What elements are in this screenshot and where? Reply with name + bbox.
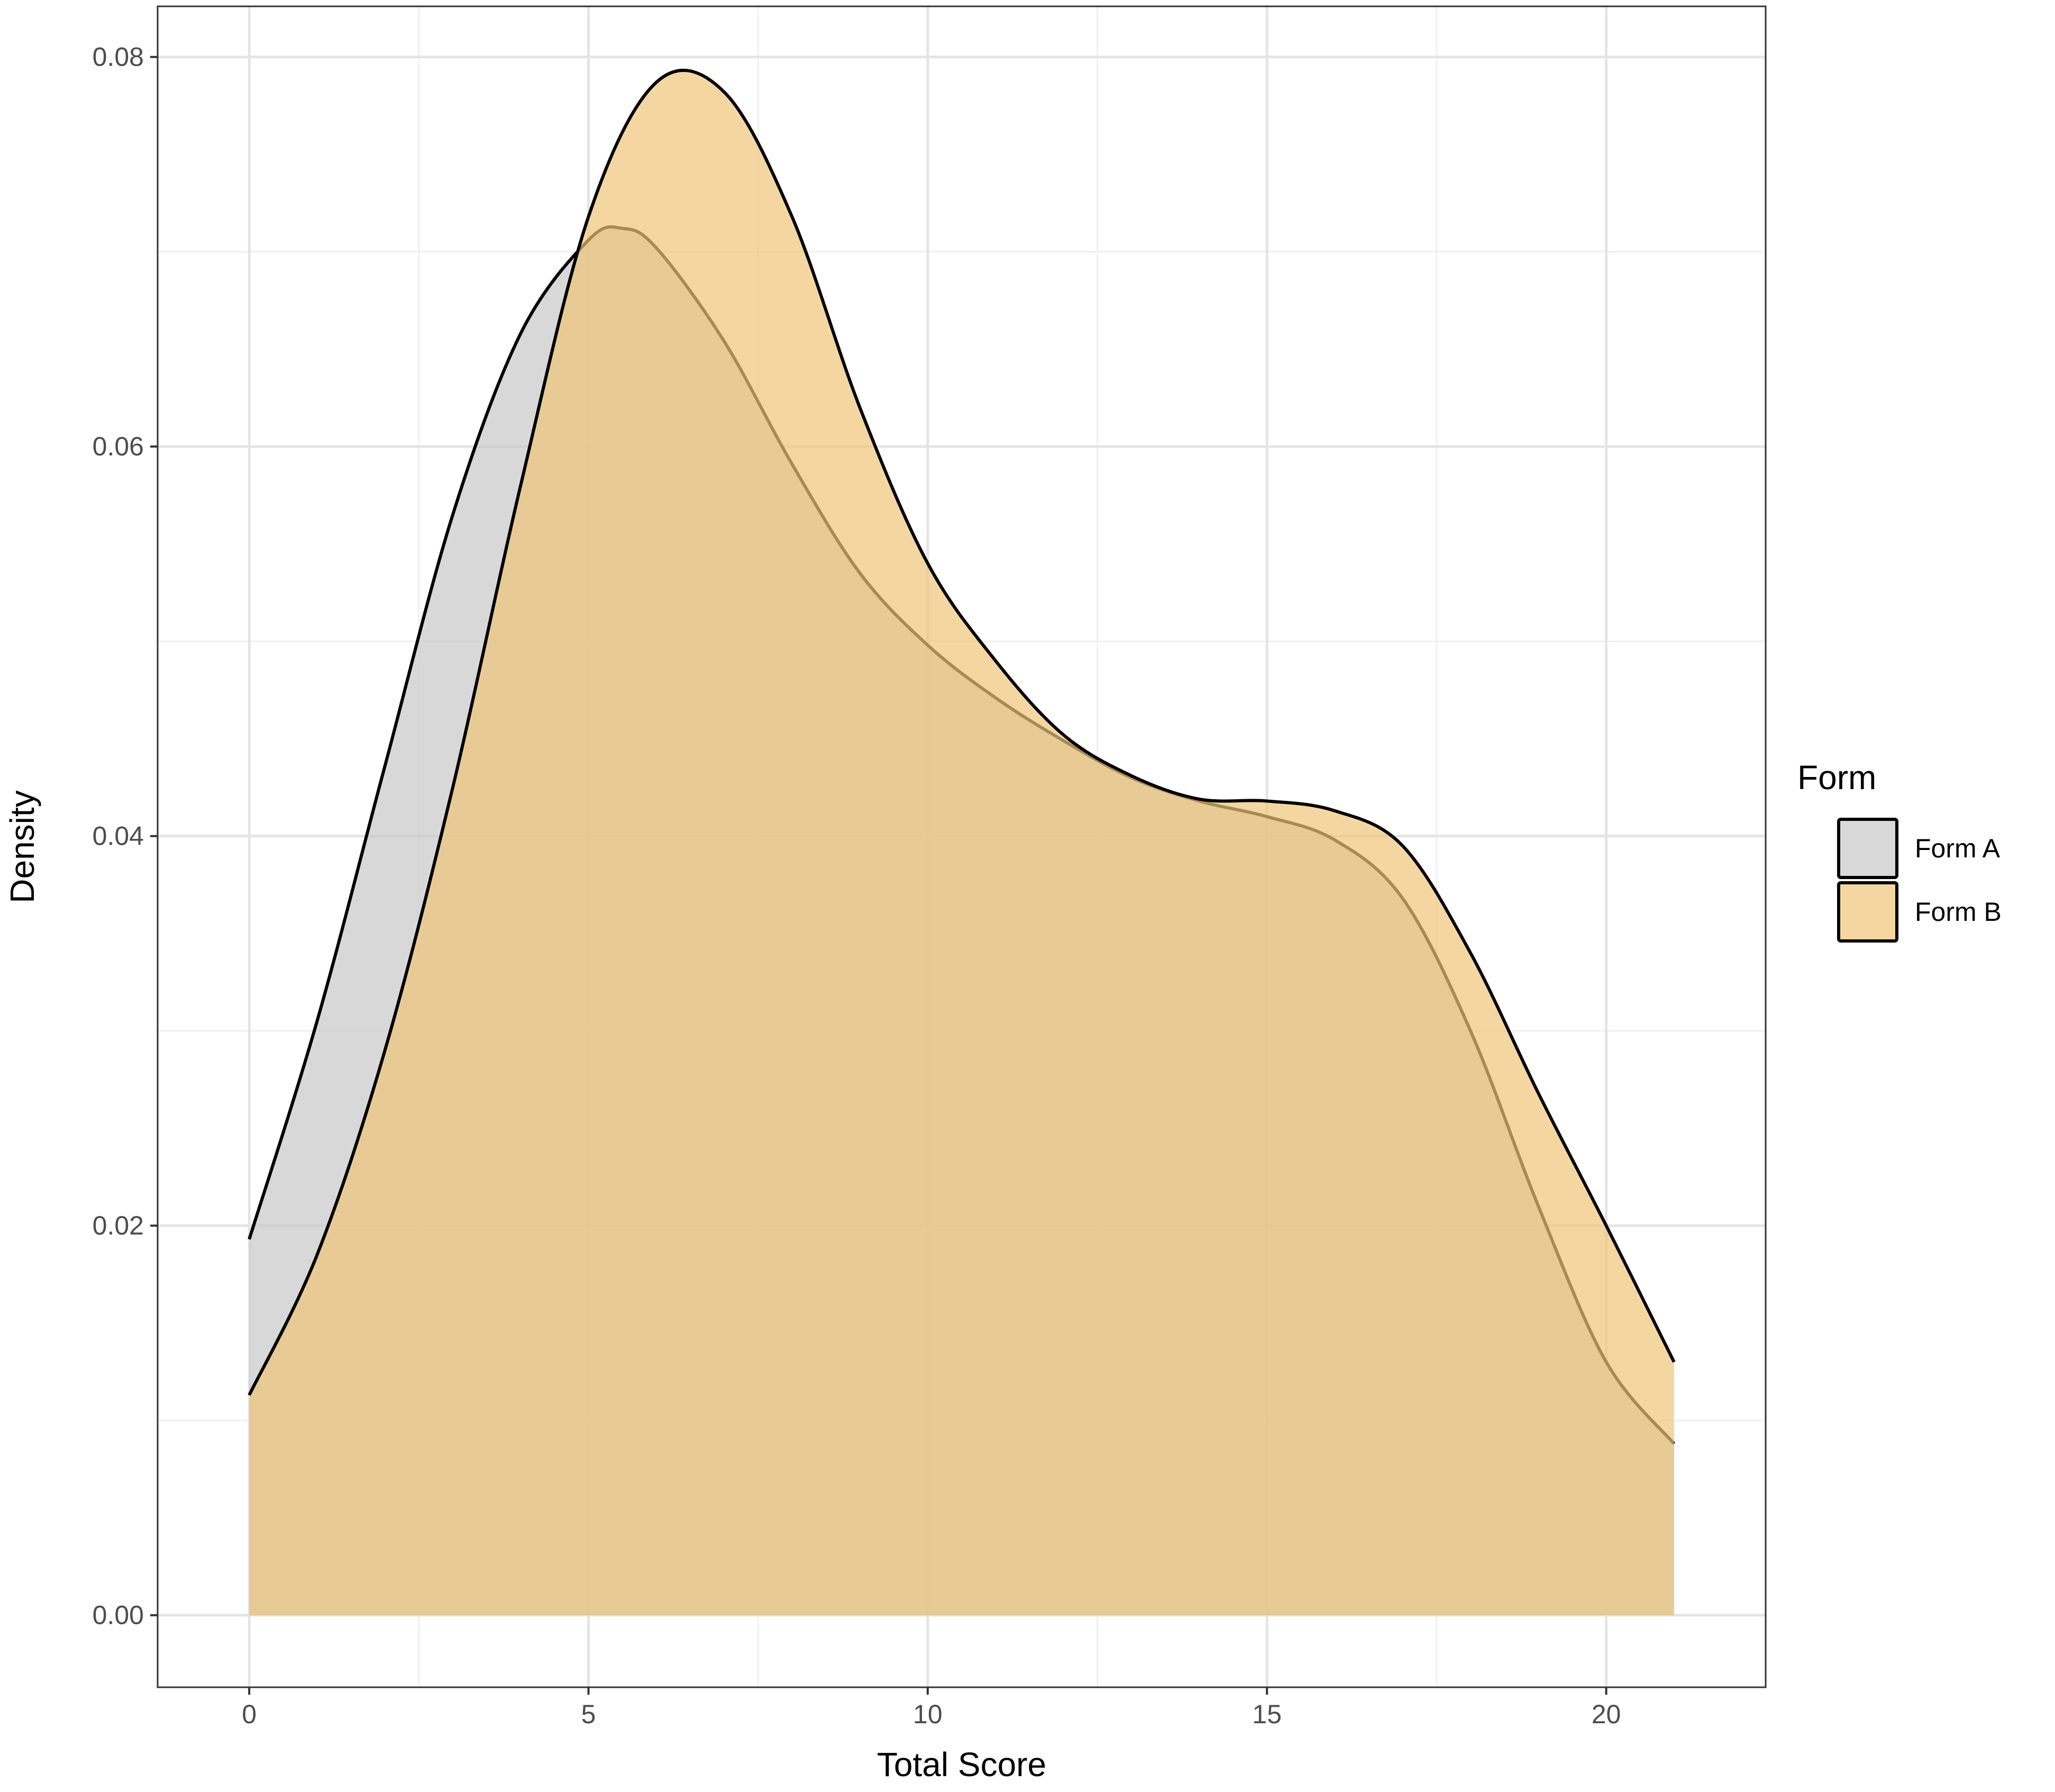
x-tick-label: 20	[1592, 1699, 1621, 1729]
x-tick-label: 5	[581, 1699, 596, 1729]
y-axis: 0.00 0.02 0.04 0.06 0.08	[93, 42, 158, 1630]
y-axis-title: Density	[3, 790, 41, 903]
x-axis: 0 5 10 15 20	[242, 1687, 1621, 1729]
y-tick-label: 0.06	[93, 432, 144, 461]
y-tick-label: 0.08	[93, 42, 144, 72]
y-tick-label: 0.00	[93, 1601, 144, 1630]
legend-key-form-a	[1837, 818, 1898, 879]
legend: Form Form A Form B	[1797, 758, 2002, 943]
legend-label-form-a: Form A	[1915, 834, 2001, 863]
y-tick-label: 0.04	[93, 821, 144, 851]
y-tick-label: 0.02	[93, 1211, 144, 1240]
density-area-form-b	[249, 70, 1674, 1615]
legend-label-form-b: Form B	[1915, 897, 2002, 927]
plot-panel-border	[157, 5, 1767, 1688]
legend-title: Form	[1797, 758, 1876, 797]
x-tick-label: 15	[1252, 1699, 1282, 1729]
density-areas	[248, 68, 1676, 1615]
x-tick-label: 10	[913, 1699, 943, 1729]
legend-key-form-b	[1837, 881, 1898, 943]
x-tick-label: 0	[242, 1699, 257, 1729]
legend-items: Form A Form B	[1837, 817, 2002, 943]
x-axis-title: Total Score	[877, 1745, 1046, 1784]
plot-panel	[157, 5, 1767, 1688]
density-line-form-b	[248, 68, 1676, 1396]
